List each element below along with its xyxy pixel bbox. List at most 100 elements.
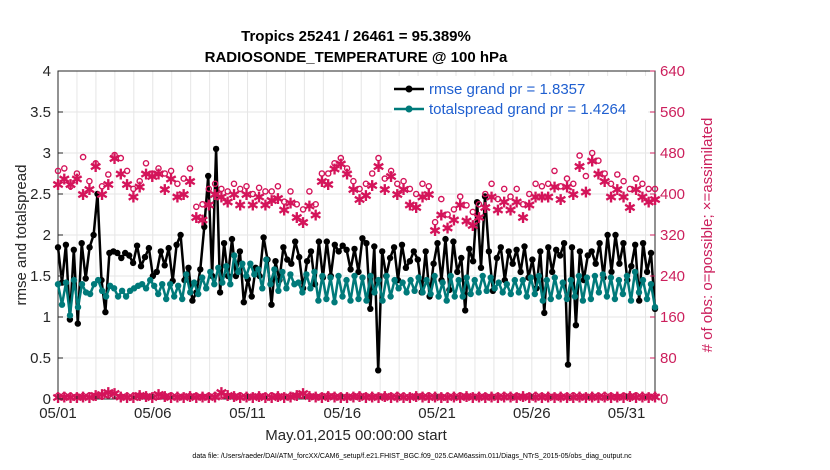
data-point-assimilated: ✱ [303, 388, 316, 406]
data-point-possible [463, 392, 470, 400]
data-point [415, 274, 422, 281]
data-point-possible [588, 149, 596, 157]
data-point-possible [211, 392, 219, 399]
data-point [572, 322, 580, 329]
data-point-assimilated: ✱ [278, 201, 291, 219]
data-point [485, 248, 493, 255]
data-point [583, 274, 591, 281]
data-point [411, 287, 418, 294]
data-point [584, 252, 591, 259]
data-point [102, 308, 109, 316]
y-tick-label-right: 0 [660, 391, 668, 408]
data-point-assimilated: ✱ [605, 189, 618, 207]
data-point-possible [563, 392, 571, 400]
data-point [450, 238, 457, 245]
data-point-possible [318, 170, 326, 177]
data-point-possible [306, 188, 313, 195]
data-point [493, 254, 501, 262]
data-point-assimilated: ✱ [586, 153, 599, 171]
series-layer: ✱✱✱✱✱✱✱✱✱✱✱✱✱✱✱✱✱✱✱✱✱✱✱✱✱✱✱✱✱✱✱✱✱✱✱✱✱✱✱✱… [52, 145, 661, 407]
data-point-assimilated: ✱ [485, 388, 498, 406]
data-point-possible [287, 188, 294, 195]
data-point-possible [412, 392, 420, 400]
data-point-assimilated: ✱ [71, 171, 84, 189]
data-point [403, 289, 410, 296]
data-point-possible [324, 392, 332, 399]
data-point-assimilated: ✱ [536, 189, 549, 207]
data-point-assimilated: ✱ [328, 160, 341, 178]
y-tick-label-left: 0.5 [30, 350, 51, 367]
data-point [529, 256, 536, 263]
data-point-assimilated: ✱ [385, 389, 398, 407]
data-point-assimilated: ✱ [642, 389, 655, 407]
data-point-assimilated: ✱ [586, 388, 599, 406]
data-point-assimilated: ✱ [536, 389, 549, 407]
data-point-possible [117, 393, 125, 400]
data-point-assimilated: ✱ [89, 158, 102, 176]
data-point-possible [362, 180, 370, 188]
legend-marker-totalspread [405, 105, 413, 113]
data-point-possible [557, 392, 565, 400]
data-point-assimilated: ✱ [341, 166, 354, 184]
data-point-possible [205, 185, 213, 193]
data-point [414, 256, 421, 263]
data-point-assimilated: ✱ [548, 178, 561, 196]
data-point-possible [406, 393, 414, 400]
data-point-assimilated: ✱ [196, 388, 209, 406]
legend: rmse grand pr = 1.8357 totalspread grand… [392, 76, 648, 120]
y-tick-label-right: 80 [660, 350, 677, 367]
data-point [628, 263, 635, 270]
data-point [199, 274, 206, 281]
data-point-possible [67, 392, 74, 400]
data-point-possible [224, 392, 231, 400]
data-point-possible [186, 165, 194, 172]
data-point-assimilated: ✱ [529, 388, 542, 406]
data-point-assimilated: ✱ [636, 189, 649, 207]
data-point-assimilated: ✱ [542, 388, 555, 406]
data-point [235, 268, 242, 276]
data-point [268, 301, 275, 308]
data-point [90, 231, 97, 239]
data-point-possible [324, 170, 332, 177]
data-point-assimilated: ✱ [140, 166, 153, 184]
data-point-possible [148, 170, 156, 177]
data-point-possible [318, 392, 326, 400]
data-point-assimilated: ✱ [152, 166, 165, 184]
data-point [251, 271, 258, 278]
series-line [56, 147, 657, 372]
data-point [231, 252, 238, 259]
data-point [207, 268, 214, 276]
data-point-assimilated: ✱ [177, 389, 190, 407]
data-point-possible [626, 392, 634, 400]
data-point-possible [494, 195, 502, 203]
data-point-assimilated: ✱ [190, 389, 203, 407]
data-point-assimilated: ✱ [548, 389, 561, 407]
data-point [579, 297, 587, 304]
data-point-assimilated: ✱ [429, 388, 442, 406]
data-point-possible [274, 182, 282, 190]
data-point-assimilated: ✱ [240, 186, 253, 204]
data-point-possible [507, 392, 514, 400]
data-point-assimilated: ✱ [504, 201, 517, 219]
data-point [455, 276, 462, 284]
data-point [571, 293, 579, 300]
data-point [240, 299, 247, 306]
data-point [471, 276, 478, 284]
data-point-assimilated: ✱ [448, 212, 461, 230]
data-point [390, 244, 398, 251]
data-point-possible [400, 177, 407, 185]
data-point [423, 276, 430, 284]
data-point-assimilated: ✱ [309, 388, 322, 406]
data-point [351, 272, 358, 280]
data-point [395, 285, 402, 292]
data-point-assimilated: ✱ [328, 388, 341, 406]
data-point-assimilated: ✱ [416, 388, 429, 406]
data-point-possible [218, 185, 225, 193]
data-point-assimilated: ✱ [360, 389, 373, 407]
y-tick-label-left: 2.5 [30, 186, 51, 203]
legend-marker-rmse [405, 85, 413, 93]
data-point-possible [601, 392, 609, 399]
data-point [475, 289, 482, 296]
data-point-assimilated: ✱ [353, 388, 366, 406]
y-tick-label-left: 0 [43, 391, 51, 408]
